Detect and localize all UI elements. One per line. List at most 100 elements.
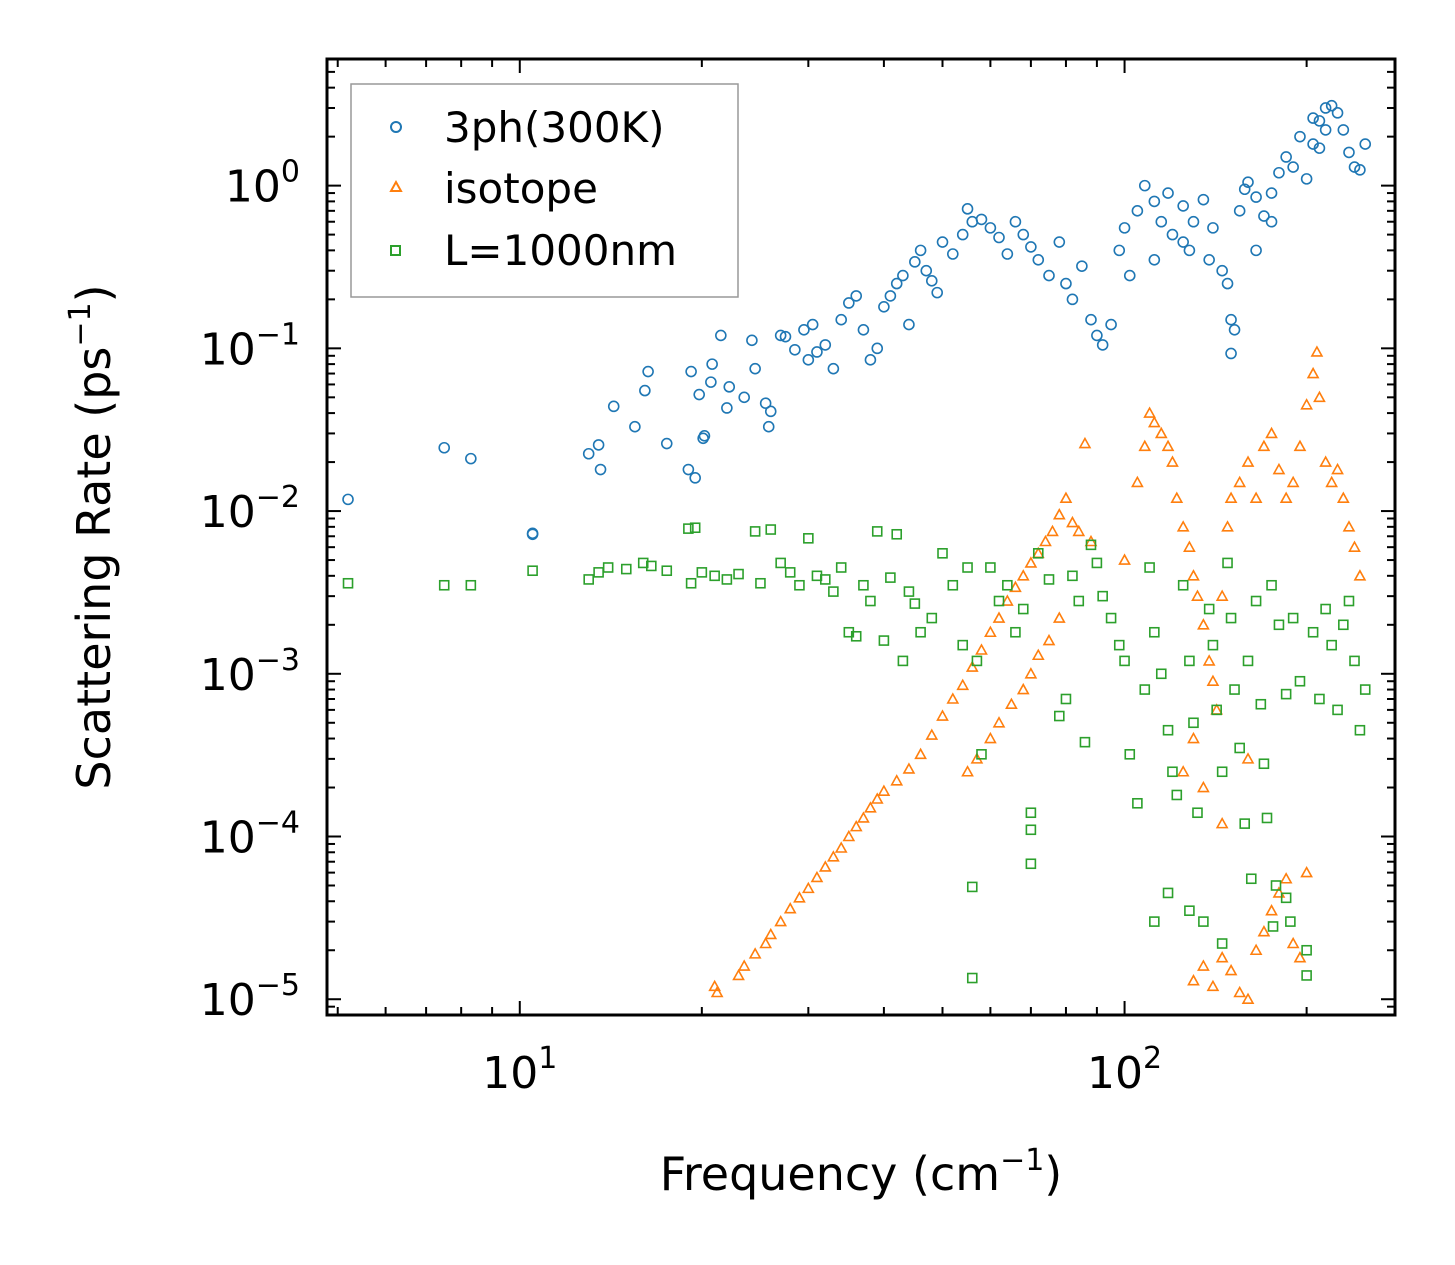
data-point	[865, 595, 876, 607]
data-point	[1224, 963, 1238, 976]
data-point	[1184, 655, 1195, 667]
data-point	[693, 388, 705, 401]
data-point	[1010, 626, 1021, 638]
data-point	[706, 358, 718, 370]
y-tick-label: 10−3	[200, 643, 300, 701]
data-point	[1131, 475, 1144, 488]
data-point	[1097, 590, 1108, 602]
data-point	[748, 947, 762, 959]
data-point	[1202, 654, 1216, 666]
data-point	[849, 819, 863, 832]
legend-square-marker	[390, 245, 401, 256]
series-circle	[342, 99, 1372, 541]
data-point	[925, 275, 938, 287]
data-point	[1331, 107, 1344, 119]
data-point	[864, 354, 877, 366]
data-point	[1025, 824, 1037, 836]
data-point	[947, 248, 959, 260]
data-point	[1301, 944, 1312, 956]
data-point	[1076, 260, 1088, 272]
data-point	[465, 452, 477, 465]
data-point	[1228, 324, 1241, 336]
data-point	[1197, 618, 1210, 630]
data-point	[1286, 475, 1300, 488]
data-point	[936, 709, 949, 721]
data-point	[438, 579, 450, 591]
data-point	[646, 560, 657, 572]
data-point	[1265, 187, 1278, 199]
data-point	[593, 567, 604, 578]
data-point	[827, 362, 840, 375]
data-point	[992, 716, 1006, 728]
data-point	[764, 405, 777, 418]
data-point	[1348, 540, 1361, 552]
x-axis-title: Frequency (cm−1)	[660, 1143, 1063, 1201]
data-point	[1273, 166, 1285, 179]
data-point	[637, 557, 649, 569]
data-point	[1343, 146, 1355, 159]
data-point	[1348, 161, 1361, 173]
data-point	[1067, 570, 1078, 582]
legend-label-boundary: L=1000nm	[444, 226, 677, 275]
data-point	[1166, 228, 1179, 241]
data-point	[965, 660, 979, 672]
data-point	[1319, 102, 1332, 114]
data-point	[1221, 520, 1234, 532]
data-point	[803, 533, 814, 544]
data-point	[1338, 619, 1349, 631]
plot-area	[342, 99, 1372, 1005]
data-point	[1206, 674, 1220, 687]
data-point	[1225, 612, 1237, 624]
data-point	[1293, 951, 1307, 963]
data-point	[1143, 406, 1156, 418]
data-point	[1017, 603, 1029, 615]
data-point	[1066, 293, 1079, 306]
data-point	[789, 343, 801, 356]
x-axis-ticks: 101 102	[336, 59, 1308, 1099]
data-point	[818, 860, 832, 872]
data-point	[696, 567, 708, 578]
data-point	[607, 400, 620, 413]
data-point	[1342, 520, 1356, 532]
data-point	[871, 526, 883, 537]
data-point	[721, 574, 733, 585]
data-point	[798, 324, 810, 336]
data-point	[1286, 936, 1300, 949]
data-point	[759, 397, 772, 410]
data-point	[1215, 951, 1229, 963]
data-point	[1132, 797, 1143, 809]
data-point	[1293, 439, 1307, 452]
legend-label-3ph: 3ph(300K)	[444, 103, 664, 152]
data-point	[784, 567, 796, 578]
data-point	[903, 318, 915, 331]
data-point	[465, 579, 477, 591]
data-point	[984, 731, 997, 744]
data-point	[682, 463, 695, 476]
data-point	[850, 630, 862, 642]
data-point	[1191, 589, 1204, 601]
data-point	[1113, 244, 1126, 257]
y-axis-title: Scattering Rate (ps−1)	[63, 284, 121, 789]
data-point	[1300, 865, 1313, 878]
data-point	[1176, 520, 1190, 532]
data-point	[915, 626, 926, 638]
data-point	[1354, 164, 1366, 176]
data-point	[897, 655, 909, 667]
data-point	[957, 639, 969, 651]
data-point	[858, 579, 869, 591]
data-point	[1257, 925, 1271, 937]
data-point	[1197, 193, 1210, 206]
data-point	[871, 342, 884, 355]
data-point	[1307, 626, 1319, 638]
data-point	[961, 203, 974, 215]
data-point	[629, 420, 641, 433]
data-point	[1131, 205, 1144, 217]
data-point	[639, 384, 651, 397]
data-point	[1177, 579, 1189, 591]
data-point	[1183, 244, 1196, 257]
data-point	[1105, 318, 1117, 331]
data-point	[1354, 724, 1366, 736]
data-point	[1197, 959, 1210, 971]
data-point	[925, 728, 939, 740]
data-point	[961, 765, 974, 777]
